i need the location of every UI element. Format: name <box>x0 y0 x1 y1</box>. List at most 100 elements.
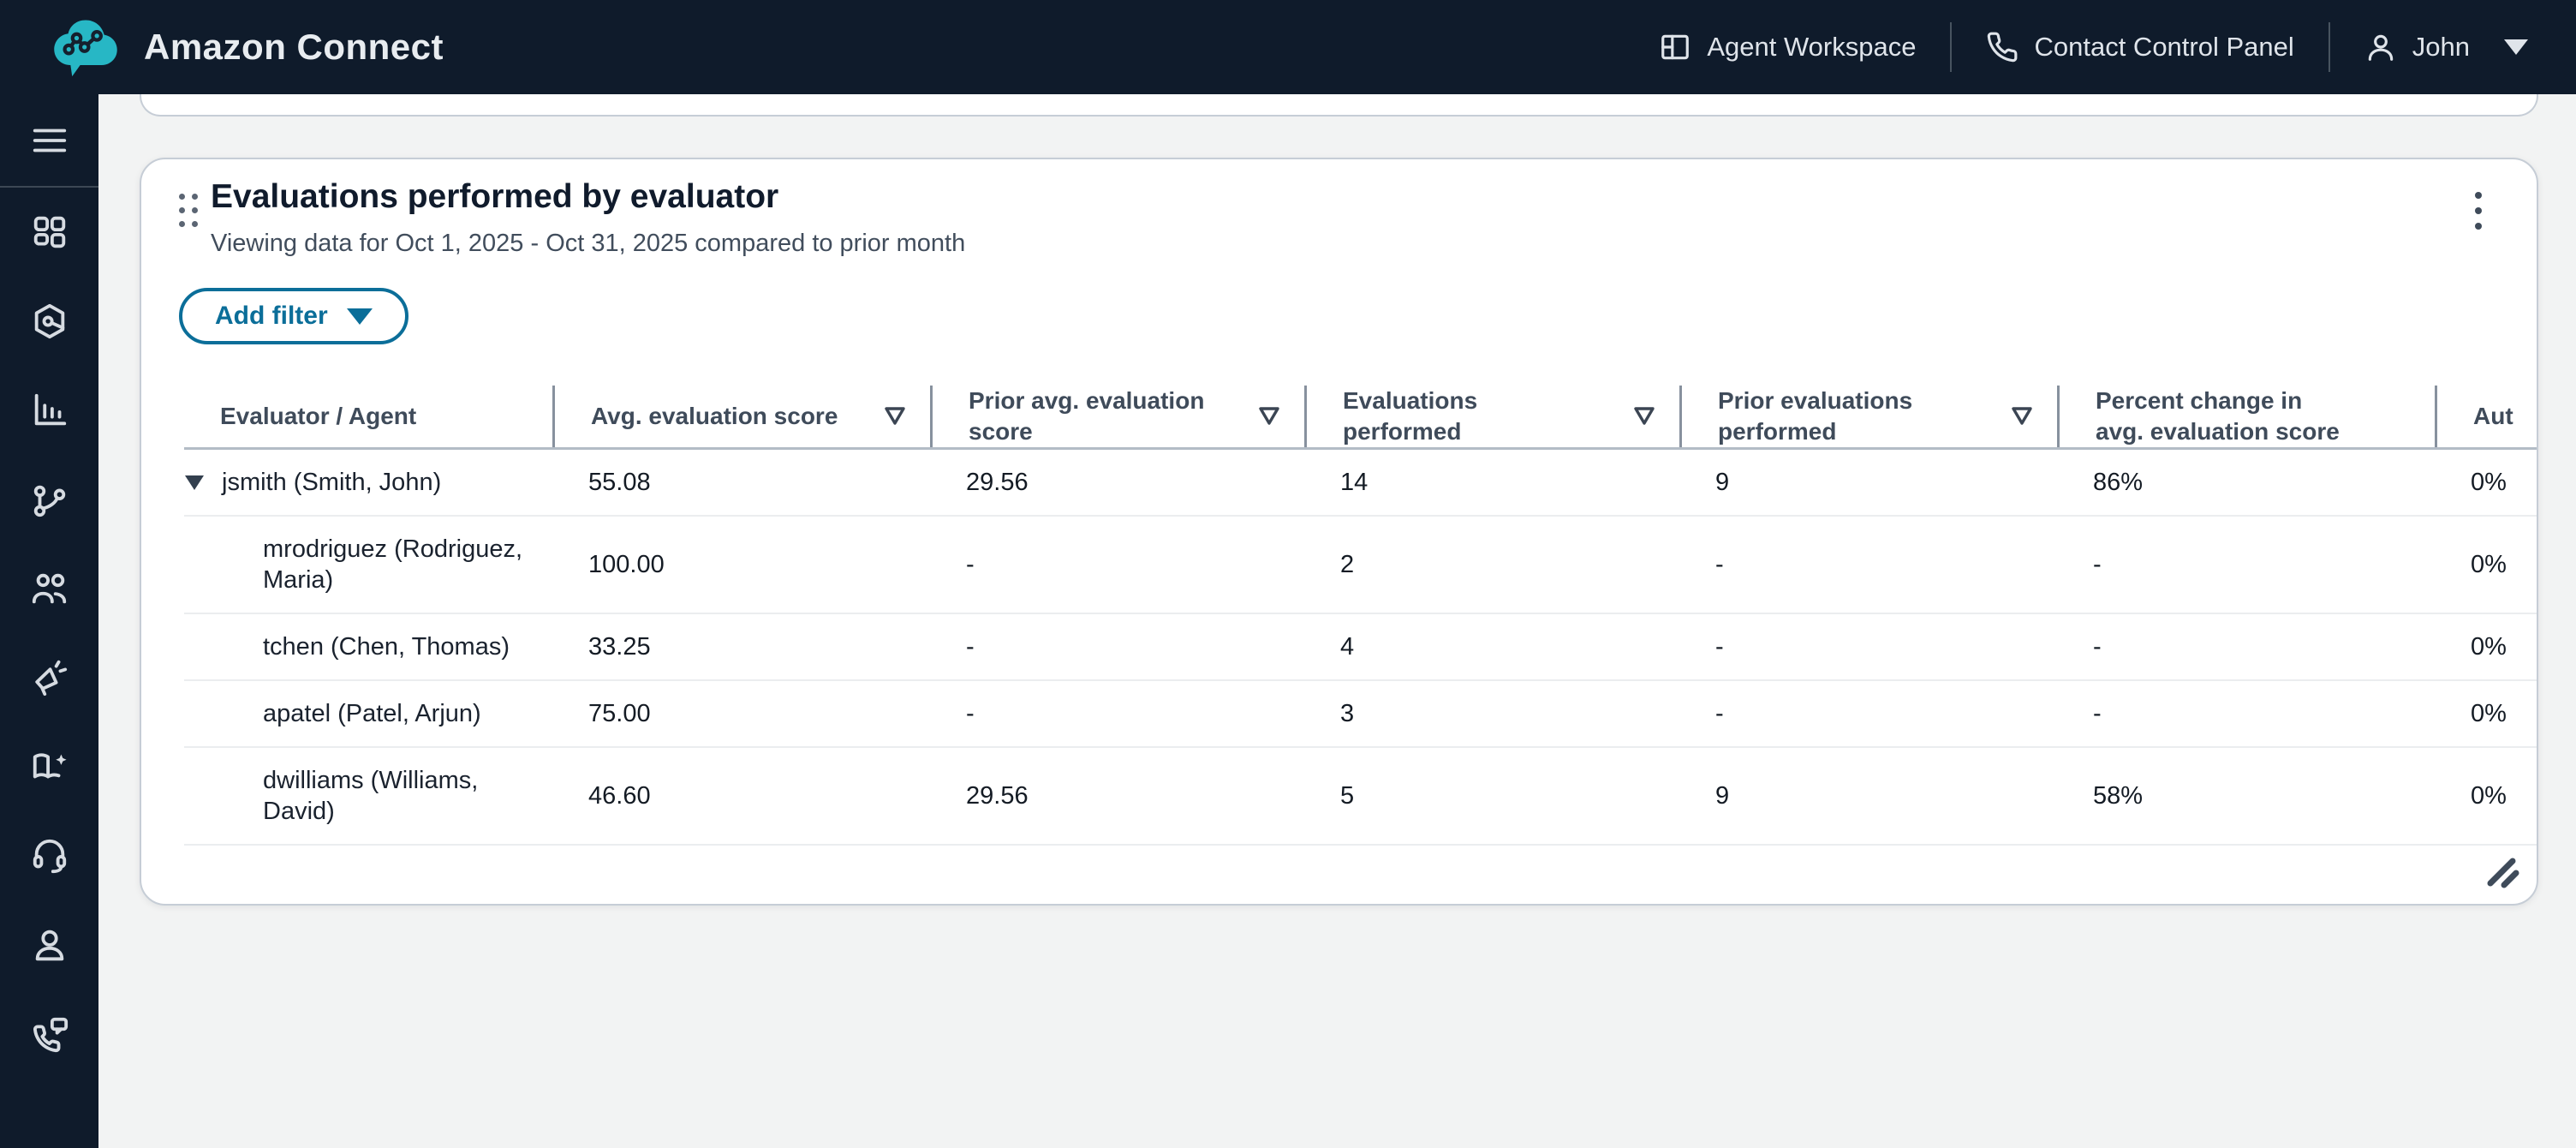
sidebar-item-knowledge[interactable] <box>0 722 98 811</box>
column-header-label: Evaluator / Agent <box>220 403 417 429</box>
campaigns-megaphone-icon <box>34 660 67 697</box>
contact-phone-chat-icon <box>33 1017 68 1053</box>
value-cell: - <box>966 700 975 727</box>
add-filter-label: Add filter <box>215 302 328 330</box>
value-cell: - <box>1715 700 1724 727</box>
left-navigation-sidebar <box>0 94 98 1148</box>
profile-person-icon <box>35 930 63 961</box>
table-header-row: Evaluator / Agent Avg. evaluation score Pr… <box>184 386 2537 450</box>
card-subtitle: Viewing data for Oct 1, 2025 - Oct 31, 2… <box>211 230 966 257</box>
evaluator-agent-cell: tchen (Chen, Thomas) <box>184 614 552 679</box>
value-cell: 0% <box>2471 782 2507 810</box>
evaluator-agent-name: tchen (Chen, Thomas) <box>263 633 510 661</box>
column-header: Avg. evaluation score <box>552 386 930 447</box>
evaluator-agent-cell: apatel (Patel, Arjun) <box>184 681 552 746</box>
user-name-label: John <box>2412 32 2470 62</box>
card-menu-kebab-icon[interactable] <box>2460 187 2497 235</box>
value-cell: - <box>2093 551 2102 578</box>
column-header: Evaluator / Agent <box>184 386 552 447</box>
agent-workspace-link[interactable]: Agent Workspace <box>1659 31 1916 63</box>
knowledge-book-icon <box>33 753 67 779</box>
sidebar-item-profile[interactable] <box>0 900 98 990</box>
hamburger-menu-button[interactable] <box>0 94 98 186</box>
value-cell: 33.25 <box>588 633 651 661</box>
sidebar-item-dashboard[interactable] <box>0 188 98 277</box>
value-cell: 100.00 <box>588 551 665 578</box>
sidebar-item-campaigns[interactable] <box>0 633 98 722</box>
dashboard-grid-icon <box>33 216 65 248</box>
column-header-label: Prior evaluations performed <box>1718 387 1913 445</box>
user-icon <box>2368 34 2394 61</box>
column-filter-icon[interactable] <box>2011 406 2033 427</box>
evaluator-agent-name: dwilliams (Williams, David) <box>263 767 479 825</box>
value-cell: 29.56 <box>966 782 1029 810</box>
column-filter-icon[interactable] <box>1258 406 1280 427</box>
evaluator-agent-name: mrodriguez (Rodriguez, Maria) <box>263 535 523 594</box>
sidebar-item-metrics[interactable] <box>0 366 98 455</box>
value-cell: 9 <box>1715 469 1730 496</box>
headset-icon <box>33 839 66 874</box>
main-content-area: Evaluations performed by evaluator Viewi… <box>98 94 2576 1148</box>
value-cell: 3 <box>1340 700 1355 727</box>
value-cell: - <box>966 551 975 578</box>
value-cell: 2 <box>1340 551 1355 578</box>
sidebar-item-contact[interactable] <box>0 990 98 1079</box>
table-row: apatel (Patel, Arjun) 75.00 - 3 - - 0% <box>184 679 2537 746</box>
column-header-label: Prior avg. evaluation score <box>969 387 1205 445</box>
sidebar-item-flows[interactable] <box>0 455 98 544</box>
evaluator-agent-cell: jmartin (Martin, Jose) <box>184 846 552 864</box>
evaluator-agent-cell: jsmith (Smith, John) <box>184 450 552 515</box>
column-header: Prior evaluations performed <box>1679 386 2057 447</box>
sidebar-item-routing[interactable] <box>0 277 98 366</box>
sidebar-item-support[interactable] <box>0 811 98 900</box>
users-icon <box>32 573 66 604</box>
value-cell: - <box>930 846 1304 864</box>
agent-workspace-label: Agent Workspace <box>1707 32 1917 62</box>
topbar-separator <box>2328 22 2330 72</box>
column-header-label: Evaluations performed <box>1343 387 1478 445</box>
value-cell: - <box>552 846 930 864</box>
add-filter-button[interactable]: Add filter <box>179 288 408 344</box>
column-header: Aut <box>2435 386 2537 447</box>
value-cell: - <box>2093 700 2102 727</box>
table-row: tchen (Chen, Thomas) 33.25 - 4 - - 0% <box>184 613 2537 679</box>
user-menu[interactable]: John <box>2364 31 2528 63</box>
value-cell: 4 <box>1340 633 1355 661</box>
chevron-down-icon <box>346 308 373 325</box>
value-cell: - <box>966 633 975 661</box>
card-title: Evaluations performed by evaluator <box>211 178 779 215</box>
value-cell: 5 <box>1340 782 1355 810</box>
card-drag-handle-icon[interactable] <box>179 194 198 230</box>
amazon-connect-logo-icon <box>54 20 117 77</box>
evaluator-agent-cell: dwilliams (Williams, David) <box>184 748 552 844</box>
row-expand-caret-icon[interactable] <box>184 475 205 491</box>
topbar-separator <box>1950 22 1953 72</box>
evaluations-widget-card: Evaluations performed by evaluator Viewi… <box>140 158 2538 906</box>
sidebar-divider <box>0 186 98 188</box>
contact-control-panel-link[interactable]: Contact Control Panel <box>1986 31 2294 63</box>
column-header: Evaluations performed <box>1304 386 1679 447</box>
brand-title: Amazon Connect <box>144 27 444 67</box>
sidebar-item-users[interactable] <box>0 544 98 633</box>
value-cell: - <box>1679 846 2057 864</box>
value-cell: 9 <box>1715 782 1730 810</box>
value-cell: 0% <box>2471 469 2507 496</box>
card-resize-handle-icon[interactable] <box>2484 852 2521 890</box>
value-cell: 0% <box>2471 700 2507 727</box>
flows-branch-icon <box>33 485 65 517</box>
value-cell: 0% <box>2471 551 2507 578</box>
value-cell: - <box>1715 551 1724 578</box>
value-cell: 55.08 <box>588 469 651 496</box>
evaluator-agent-name: apatel (Patel, Arjun) <box>263 700 481 727</box>
value-cell: - <box>2057 846 2435 864</box>
evaluations-table: Evaluator / Agent Avg. evaluation score Pr… <box>141 386 2537 864</box>
value-cell: 46.60 <box>588 782 651 810</box>
contact-control-panel-label: Contact Control Panel <box>2034 32 2294 62</box>
column-filter-icon[interactable] <box>1633 406 1655 427</box>
top-navigation-bar: Amazon Connect Agent Workspace Contact C… <box>0 0 2576 94</box>
value-cell: 29.56 <box>966 469 1029 496</box>
column-filter-icon[interactable] <box>884 406 906 427</box>
value-cell: 0% <box>2471 633 2507 661</box>
column-header-label: Avg. evaluation score <box>591 403 838 429</box>
value-cell: 14 <box>1340 469 1368 496</box>
